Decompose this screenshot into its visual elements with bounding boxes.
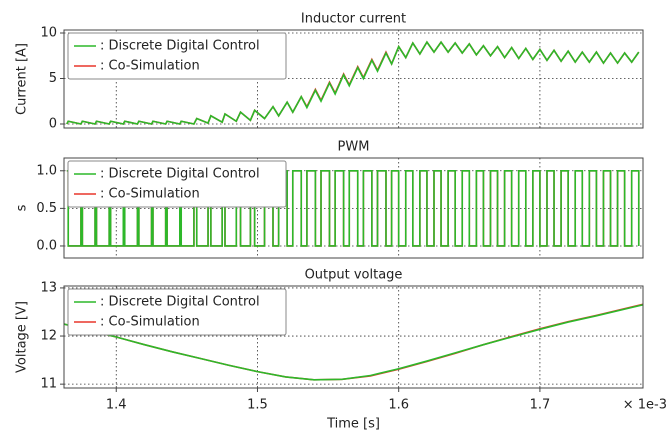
y-tick-label: 5 xyxy=(49,71,57,86)
legend-label: : Discrete Digital Control xyxy=(100,167,260,182)
y-axis-label: Voltage [V] xyxy=(15,301,30,373)
legend-label: : Co-Simulation xyxy=(100,59,200,74)
series-line xyxy=(66,169,640,247)
y-tick-label: 12 xyxy=(40,329,57,344)
y-tick-label: 0 xyxy=(49,116,57,131)
x-tick-label: 1.7 xyxy=(530,398,551,413)
legend-box xyxy=(67,160,287,208)
y-tick-label: 13 xyxy=(40,280,57,295)
x-tick-label: 1.6 xyxy=(388,398,409,413)
y-axis-label: s xyxy=(15,204,30,211)
y-tick-label: 0.0 xyxy=(36,238,57,253)
series-line xyxy=(64,303,643,381)
y-tick-label: 10 xyxy=(40,26,57,41)
y-tick-label: 1.0 xyxy=(36,163,57,178)
chart-title: Inductor current xyxy=(301,12,406,27)
legend-label: : Co-Simulation xyxy=(100,315,200,330)
y-tick-label: 11 xyxy=(40,377,57,392)
y-tick-label: 0.5 xyxy=(36,201,57,216)
legend-label: : Co-Simulation xyxy=(100,187,200,202)
x-axis-label: Time [s] xyxy=(326,417,380,432)
y-axis-label: Current [A] xyxy=(15,43,30,115)
series-line xyxy=(66,40,640,125)
legend-box xyxy=(67,288,287,336)
x-tick-label: 1.4 xyxy=(106,398,127,413)
x-multiplier: × 1e-3 xyxy=(623,398,667,413)
legend-label: : Discrete Digital Control xyxy=(100,295,260,310)
chart-title: Output voltage xyxy=(305,268,403,283)
plot-frame xyxy=(63,157,644,259)
x-tick-label: 1.5 xyxy=(247,398,268,413)
plot-frame xyxy=(63,285,644,389)
plot-frame xyxy=(63,29,644,129)
legend-box xyxy=(67,32,287,80)
chart-title: PWM xyxy=(338,140,370,155)
legend-label: : Discrete Digital Control xyxy=(100,39,260,54)
